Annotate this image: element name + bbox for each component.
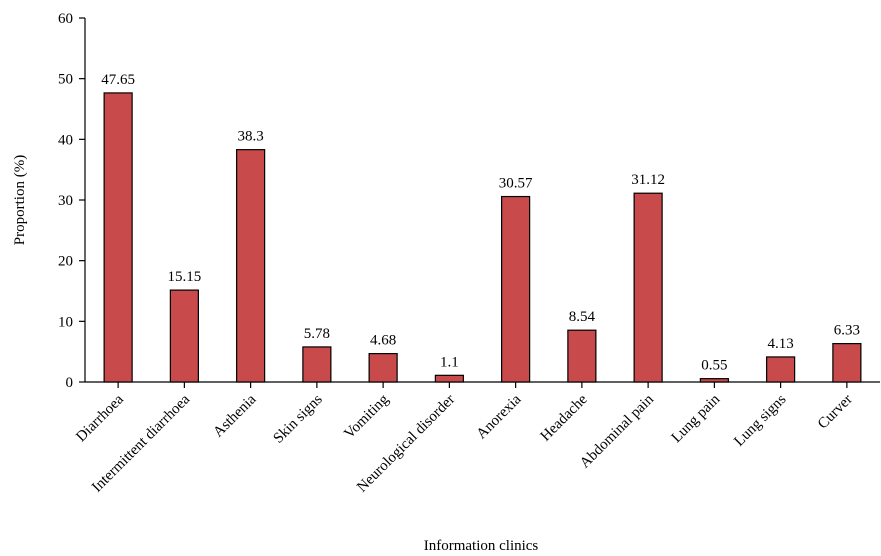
y-axis-title: Proportion (%) xyxy=(12,155,28,245)
bar-abdominal-pain xyxy=(633,192,663,383)
data-label: 31.12 xyxy=(631,172,665,188)
bar-intermittent-diarrhoea xyxy=(169,289,199,383)
data-label: 4.13 xyxy=(768,336,794,352)
bar-lung-signs xyxy=(766,356,796,383)
data-label: 8.54 xyxy=(569,309,596,325)
y-axis: 0 10 20 30 40 50 60 xyxy=(58,11,86,391)
y-tick-label: 40 xyxy=(58,132,73,148)
category-label: Skin signs xyxy=(270,391,325,446)
category-label: Vomiting xyxy=(341,391,392,442)
bar-skin-signs xyxy=(302,346,332,383)
data-label: 5.78 xyxy=(304,326,330,342)
bar-lung-pain xyxy=(699,378,729,383)
data-label: 1.1 xyxy=(440,354,459,370)
data-label: 15.15 xyxy=(168,269,202,285)
y-tick-label: 0 xyxy=(66,375,74,391)
x-axis-title: Information clinics xyxy=(424,538,539,554)
bar-vomiting xyxy=(368,353,398,383)
data-labels: 47.65 15.15 38.3 5.78 4.68 1.1 30.57 8.54 31.12 0… xyxy=(101,72,860,374)
category-label: Curver xyxy=(815,392,856,433)
data-label: 6.33 xyxy=(834,323,860,339)
x-axis xyxy=(85,381,880,388)
bar-headache xyxy=(567,329,597,383)
category-label: Anorexia xyxy=(474,391,525,442)
data-label: 4.68 xyxy=(370,333,396,349)
data-label: 38.3 xyxy=(238,129,264,145)
data-label: 30.57 xyxy=(499,176,533,192)
y-tick-label: 20 xyxy=(58,254,73,270)
bar-asthenia xyxy=(236,149,266,383)
category-label: Lung pain xyxy=(669,391,724,446)
y-tick-label: 60 xyxy=(58,11,73,27)
category-label: Asthenia xyxy=(210,391,259,440)
category-label: Headache xyxy=(538,391,591,444)
y-tick-label: 30 xyxy=(58,193,73,209)
y-tick-label: 10 xyxy=(58,314,73,330)
bar-neurological-disorder xyxy=(434,374,464,383)
data-label: 0.55 xyxy=(701,358,727,374)
bar-diarrhoea xyxy=(103,92,133,383)
data-label: 47.65 xyxy=(101,72,135,88)
bar-curver xyxy=(832,342,862,383)
bars xyxy=(103,92,862,383)
bar-anorexia xyxy=(501,195,531,383)
y-tick-label: 50 xyxy=(58,72,73,88)
category-label: Diarrhoea xyxy=(73,391,127,445)
category-label: Lung signs xyxy=(731,391,789,449)
